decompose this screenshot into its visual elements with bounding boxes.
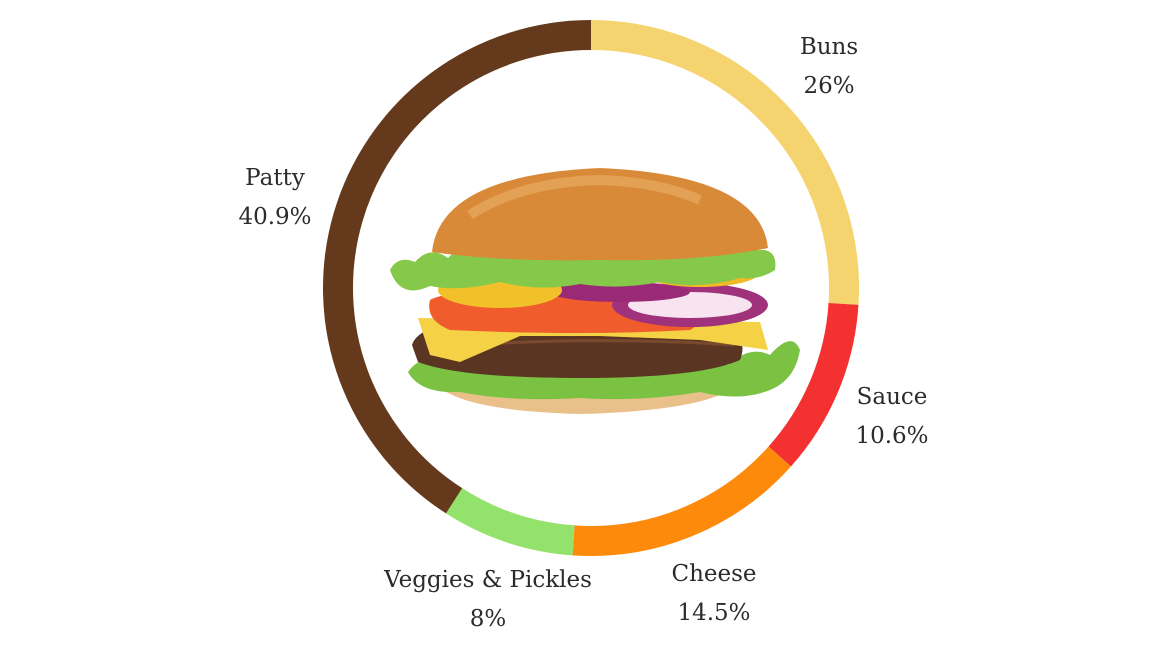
slice-label-cheese-value: 14.5%: [677, 600, 751, 626]
slice-label-buns-name: Buns: [799, 34, 859, 60]
slice-label-sauce-value: 10.6%: [855, 423, 929, 449]
slice-label-patty-name: Patty: [245, 165, 305, 191]
slice-label-sauce: Sauce 10.6%: [855, 378, 928, 456]
slice-label-veggies-name: Veggies & Pickles: [384, 567, 592, 593]
slice-label-buns-value: 26%: [803, 73, 855, 99]
slice-buns: [590, 20, 859, 305]
donut-slices: [323, 20, 859, 556]
slice-sauce: [768, 302, 859, 467]
slice-cheese: [572, 446, 791, 556]
slice-label-patty: Patty 40.9%: [238, 159, 311, 237]
slice-label-buns: Buns 26%: [800, 28, 858, 106]
slice-label-sauce-name: Sauce: [856, 384, 928, 410]
slice-label-veggies: Veggies & Pickles 8%: [384, 561, 592, 639]
slice-veggies: [445, 488, 575, 556]
slice-label-cheese-name: Cheese: [671, 561, 757, 587]
slice-label-veggies-value: 8%: [469, 606, 507, 632]
slice-label-patty-value: 40.9%: [238, 204, 312, 230]
slice-label-cheese: Cheese 14.5%: [671, 555, 756, 633]
burger-icon: [390, 168, 800, 414]
slice-patty: [323, 20, 592, 514]
